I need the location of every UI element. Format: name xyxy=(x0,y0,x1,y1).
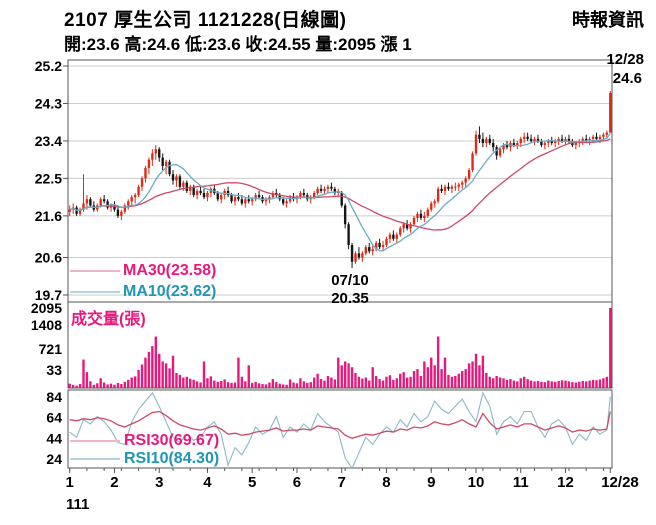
ma30-legend-label: MA30(23.58) xyxy=(123,262,217,279)
candlesticks xyxy=(68,90,612,268)
rsi10-legend-line xyxy=(70,458,120,460)
volume-bars xyxy=(68,308,612,388)
price-tick-label: 19.7 xyxy=(35,287,62,303)
year-label: 111 xyxy=(66,496,89,513)
grid-lines xyxy=(68,65,612,296)
annotation-last-date: 12/28 xyxy=(606,51,644,68)
ma10-legend-label: MA10(23.62) xyxy=(123,283,217,300)
ma30-legend-line xyxy=(70,270,120,272)
volume-panel-title: 成交量(張) xyxy=(71,311,146,328)
month-tick-label: 1 xyxy=(66,474,74,491)
month-tick-label: 4 xyxy=(203,474,212,491)
rsi-tick-label: 44 xyxy=(46,430,62,446)
ma-lines xyxy=(69,132,611,252)
month-tick-label: 8 xyxy=(382,474,390,491)
price-tick-label: 23.4 xyxy=(35,133,62,149)
month-tick-label: 9 xyxy=(427,474,435,491)
rsi10-legend-label: RSI10(84.30) xyxy=(124,450,220,467)
month-tick-label: 10 xyxy=(468,474,485,491)
volume-tick-label: 1408 xyxy=(31,317,62,333)
month-tick-label: 6 xyxy=(293,474,301,491)
month-tick-label: 7 xyxy=(338,474,346,491)
month-tick-label: 5 xyxy=(248,474,256,491)
rsi10-line xyxy=(69,391,611,470)
volume-panel-border xyxy=(67,301,613,389)
price-tick-label: 21.6 xyxy=(35,208,62,224)
rsi30-legend-label: RSI30(69.67) xyxy=(124,432,220,449)
price-tick-label: 20.6 xyxy=(35,250,62,266)
price-tick-label: 25.2 xyxy=(35,58,62,74)
month-tick-label: 3 xyxy=(155,474,163,491)
volume-tick-label: 2095 xyxy=(31,300,62,316)
rsi-tick-label: 24 xyxy=(46,451,62,467)
data-source-label: 時報資訊 xyxy=(572,10,644,30)
month-tick-label: 11 xyxy=(513,474,529,491)
panel-frames xyxy=(67,59,613,469)
page-title: 2107 厚生公司 1121228(日線圖) xyxy=(64,10,347,31)
month-tick-label: 2 xyxy=(110,474,118,491)
ma10-legend-line xyxy=(70,291,120,293)
ma10-line xyxy=(69,132,611,252)
price-tick-label: 24.3 xyxy=(35,95,62,111)
month-tick-label: 12 xyxy=(557,474,574,491)
rsi-tick-label: 84 xyxy=(46,389,62,405)
annotation-low-price: 20.35 xyxy=(331,290,369,307)
ohlc-stats: 開:23.6 高:24.6 低:23.6 收:24.55 量:2095 漲 1 xyxy=(64,35,412,54)
rsi-lines xyxy=(69,391,611,470)
rsi-tick-label: 64 xyxy=(46,410,62,426)
ma30-line xyxy=(69,138,611,231)
volume-tick-label: 33 xyxy=(46,362,62,378)
annotation-last-high: 24.6 xyxy=(612,70,642,87)
rsi-panel-border xyxy=(67,389,613,469)
rsi30-line xyxy=(69,410,611,439)
month-tick-label: 12/28 xyxy=(601,474,639,491)
annotation-low-date: 07/10 xyxy=(331,272,369,289)
price-tick-label: 22.5 xyxy=(35,170,62,186)
volume-tick-label: 721 xyxy=(39,341,63,357)
rsi30-legend-line xyxy=(70,440,120,442)
